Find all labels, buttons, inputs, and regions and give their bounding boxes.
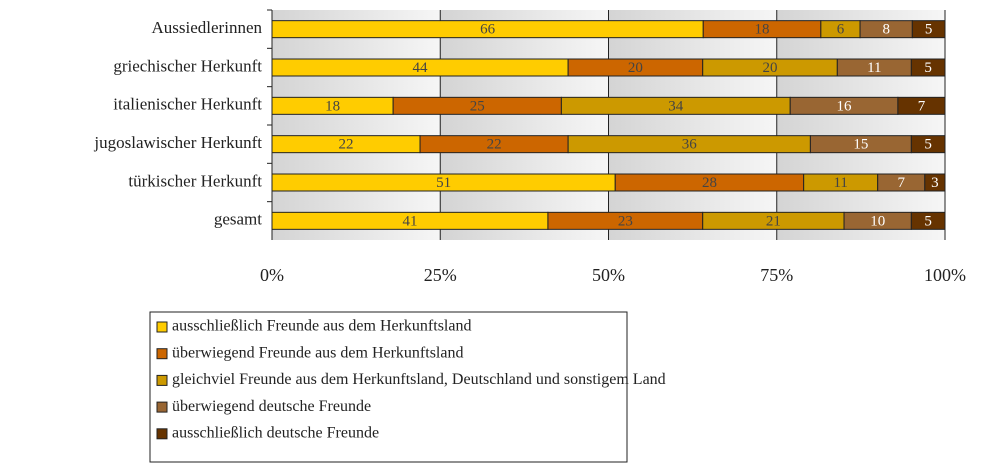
data-label: 8: [882, 22, 890, 38]
data-label: 28: [702, 175, 717, 191]
data-label: 44: [413, 60, 429, 76]
legend-label: gleichviel Freunde aus dem Herkunftsland…: [172, 371, 666, 388]
data-label: 16: [837, 98, 853, 114]
legend-swatch: [156, 321, 168, 333]
y-tick-label: gesamt: [214, 210, 262, 229]
data-label: 11: [867, 60, 881, 76]
legend-swatch: [156, 348, 168, 360]
x-tick-label: 100%: [924, 265, 966, 285]
plot-band: [776, 10, 945, 240]
data-label: 23: [618, 213, 633, 229]
legend-swatch: [156, 428, 168, 440]
data-label: 18: [325, 98, 340, 114]
x-tick-label: 0%: [260, 265, 284, 285]
data-label: 20: [763, 60, 778, 76]
bar-segment: [910, 135, 946, 154]
bar-segment: [897, 96, 946, 115]
data-label: 22: [339, 137, 354, 153]
plot-band: [272, 10, 441, 240]
legend-label: ausschließlich deutsche Freunde: [172, 424, 379, 441]
bar-segment: [911, 20, 946, 39]
legend-swatch: [156, 374, 168, 386]
plot-band: [440, 10, 609, 240]
legend-box: [149, 311, 628, 463]
x-tick-label: 25%: [424, 265, 457, 285]
data-label: 5: [924, 60, 932, 76]
data-label: 21: [766, 213, 781, 229]
data-label: 6: [837, 22, 845, 38]
data-label: 5: [924, 213, 932, 229]
bar-segment: [910, 211, 946, 230]
y-tick-label: jugoslawischer Herkunft: [93, 133, 262, 152]
data-label: 11: [833, 175, 847, 191]
data-label: 7: [918, 98, 926, 114]
data-label: 25: [470, 98, 485, 114]
bar-segment: [910, 58, 946, 77]
legend-swatch: [156, 401, 168, 413]
data-label: 3: [931, 175, 939, 191]
legend-label: überwiegend deutsche Freunde: [172, 398, 371, 415]
data-label: 20: [628, 60, 643, 76]
data-label: 51: [436, 175, 451, 191]
data-label: 41: [402, 213, 417, 229]
y-tick-label: italienischer Herkunft: [113, 95, 262, 114]
y-tick-label: Aussiedlerinnen: [152, 18, 263, 37]
y-tick-label: türkischer Herkunft: [128, 171, 262, 190]
data-label: 18: [755, 22, 770, 38]
x-tick-label: 50%: [592, 265, 625, 285]
data-label: 7: [898, 175, 906, 191]
data-label: 15: [853, 137, 868, 153]
data-label: 34: [668, 98, 684, 114]
data-label: 36: [682, 137, 698, 153]
data-label: 10: [870, 213, 885, 229]
data-label: 66: [480, 22, 496, 38]
data-label: 5: [924, 137, 932, 153]
y-tick-label: griechischer Herkunft: [113, 56, 262, 75]
legend-label: überwiegend Freunde aus dem Herkunftslan…: [172, 344, 463, 361]
bar-segment: [924, 173, 946, 192]
data-label: 5: [925, 22, 933, 38]
plot-band: [608, 10, 777, 240]
data-label: 22: [487, 137, 502, 153]
legend-label: ausschließlich Freunde aus dem Herkunfts…: [172, 318, 471, 335]
x-tick-label: 75%: [760, 265, 793, 285]
